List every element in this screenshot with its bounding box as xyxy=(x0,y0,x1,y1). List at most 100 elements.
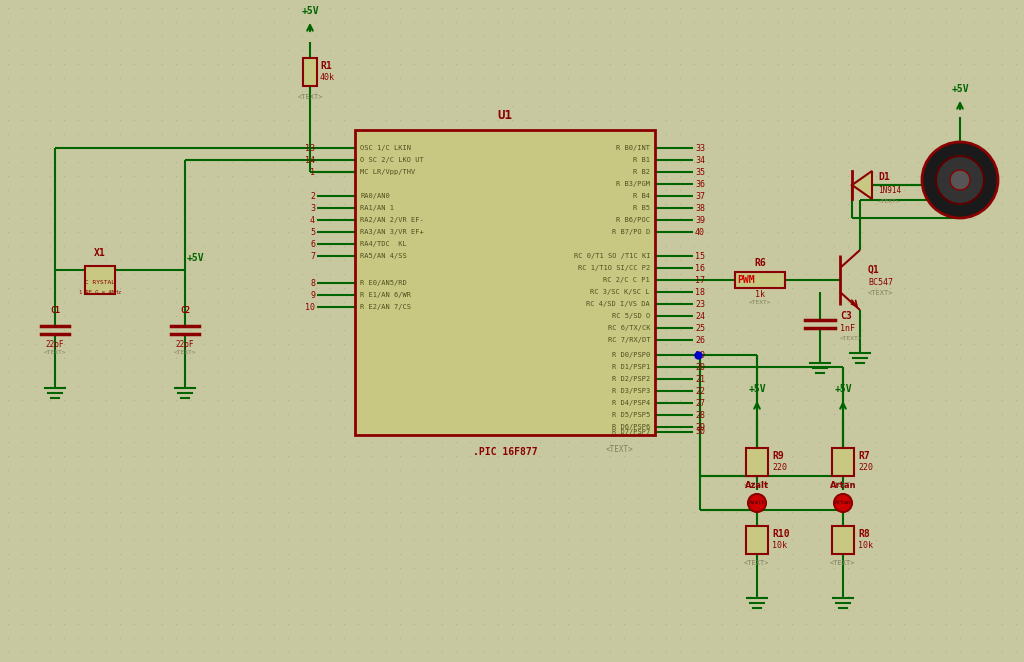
Text: 38: 38 xyxy=(695,203,705,213)
Text: 1 RE G = 4MHz: 1 RE G = 4MHz xyxy=(79,289,121,295)
Text: C1: C1 xyxy=(50,306,60,315)
Text: 1: 1 xyxy=(310,167,315,177)
Text: R D5/PSP5: R D5/PSP5 xyxy=(611,412,650,418)
Bar xyxy=(831,526,854,554)
Text: R B1: R B1 xyxy=(633,157,650,163)
Text: 220: 220 xyxy=(858,463,873,473)
Text: 24: 24 xyxy=(695,312,705,320)
Text: R B5: R B5 xyxy=(633,205,650,211)
Text: 8: 8 xyxy=(310,279,315,287)
Text: 28: 28 xyxy=(695,410,705,420)
Text: <TEXT>: <TEXT> xyxy=(749,300,771,305)
Text: 3: 3 xyxy=(310,203,315,213)
Text: R B7/PO D: R B7/PO D xyxy=(611,229,650,235)
Text: 2: 2 xyxy=(310,191,315,201)
Bar xyxy=(303,58,317,86)
Text: <TEXT>: <TEXT> xyxy=(878,199,900,203)
Text: 21: 21 xyxy=(695,375,705,383)
Text: R D3/PSP3: R D3/PSP3 xyxy=(611,388,650,394)
Text: R D7/PSP7: R D7/PSP7 xyxy=(611,429,650,435)
Text: 1k: 1k xyxy=(755,290,765,299)
Text: R D1/PSP1: R D1/PSP1 xyxy=(611,364,650,370)
Text: R6: R6 xyxy=(754,258,766,268)
Text: +5V: +5V xyxy=(951,84,969,94)
Text: 17: 17 xyxy=(695,275,705,285)
Text: 39: 39 xyxy=(695,216,705,224)
Bar xyxy=(85,266,115,294)
Text: RC 4/SD I/VS DA: RC 4/SD I/VS DA xyxy=(587,301,650,307)
Bar xyxy=(746,526,768,554)
Text: R9: R9 xyxy=(772,451,783,461)
Text: D1: D1 xyxy=(878,172,890,182)
Text: R8: R8 xyxy=(858,529,869,539)
Text: 25: 25 xyxy=(695,324,705,332)
Text: RC 7/RX/DT: RC 7/RX/DT xyxy=(607,337,650,343)
Text: Azalt: Azalt xyxy=(744,481,769,490)
Text: 1nF: 1nF xyxy=(840,324,855,332)
Circle shape xyxy=(834,494,852,512)
Text: C2: C2 xyxy=(180,306,190,315)
Text: 30: 30 xyxy=(695,428,705,436)
Text: 35: 35 xyxy=(695,167,705,177)
Text: R B6/POC: R B6/POC xyxy=(616,217,650,223)
Text: .PIC 16F877: .PIC 16F877 xyxy=(473,447,538,457)
Text: RA2/AN 2/VR EF-: RA2/AN 2/VR EF- xyxy=(360,217,424,223)
Text: 220: 220 xyxy=(772,463,787,473)
Text: R B3/PGM: R B3/PGM xyxy=(616,181,650,187)
Text: RC 1/T1O SI/CC P2: RC 1/T1O SI/CC P2 xyxy=(578,265,650,271)
Text: 15: 15 xyxy=(695,252,705,261)
Text: R B0/INT: R B0/INT xyxy=(616,145,650,151)
Text: RC 2/C C P1: RC 2/C C P1 xyxy=(603,277,650,283)
Text: RA5/AN 4/SS: RA5/AN 4/SS xyxy=(360,253,407,259)
Text: 19: 19 xyxy=(695,350,705,359)
Text: RC 5/SD O: RC 5/SD O xyxy=(611,313,650,319)
Circle shape xyxy=(936,156,984,204)
Text: 33: 33 xyxy=(695,144,705,152)
Text: 20: 20 xyxy=(695,363,705,371)
Text: R D2/PSP2: R D2/PSP2 xyxy=(611,376,650,382)
Text: 16: 16 xyxy=(695,263,705,273)
Text: RA4/TDC  KL: RA4/TDC KL xyxy=(360,241,407,247)
Text: 27: 27 xyxy=(695,399,705,408)
Bar xyxy=(355,130,655,435)
Text: Azalt: Azalt xyxy=(749,500,765,506)
Text: 22: 22 xyxy=(695,387,705,395)
Text: R E1/AN 6/WR: R E1/AN 6/WR xyxy=(360,292,411,298)
Text: +5V: +5V xyxy=(186,253,204,263)
Text: <TEXT>: <TEXT> xyxy=(868,290,894,296)
Text: RA0/AN0: RA0/AN0 xyxy=(360,193,390,199)
Text: R B4: R B4 xyxy=(633,193,650,199)
Text: 18: 18 xyxy=(695,287,705,297)
Text: R E0/AN5/RD: R E0/AN5/RD xyxy=(360,280,407,286)
Bar xyxy=(746,448,768,476)
Text: 6: 6 xyxy=(310,240,315,248)
Text: <TEXT>: <TEXT> xyxy=(174,350,197,355)
Text: BC547: BC547 xyxy=(868,277,893,287)
Text: RA1/AN 1: RA1/AN 1 xyxy=(360,205,394,211)
Polygon shape xyxy=(852,171,872,199)
Text: 37: 37 xyxy=(695,191,705,201)
Text: 23: 23 xyxy=(695,299,705,308)
Text: <TEXT>: <TEXT> xyxy=(830,482,856,488)
Text: R1: R1 xyxy=(321,61,332,71)
Text: R D4/PSP4: R D4/PSP4 xyxy=(611,400,650,406)
Text: X1: X1 xyxy=(94,248,105,258)
Text: 22pF: 22pF xyxy=(176,340,195,349)
Text: R10: R10 xyxy=(772,529,790,539)
Text: O SC 2/C LKO UT: O SC 2/C LKO UT xyxy=(360,157,424,163)
Text: <TEXT>: <TEXT> xyxy=(830,560,856,566)
Text: 26: 26 xyxy=(695,336,705,344)
Text: 40k: 40k xyxy=(321,73,335,81)
Text: <TEXT>: <TEXT> xyxy=(840,336,862,340)
Text: RA3/AN 3/VR EF+: RA3/AN 3/VR EF+ xyxy=(360,229,424,235)
Circle shape xyxy=(950,170,970,190)
Text: 5: 5 xyxy=(310,228,315,236)
Text: <TEXT>: <TEXT> xyxy=(44,350,67,355)
Text: <TEXT>: <TEXT> xyxy=(606,446,634,455)
Bar xyxy=(735,272,785,288)
Text: RC 0/T1 SO /T1C KI: RC 0/T1 SO /T1C KI xyxy=(573,253,650,259)
Text: +5V: +5V xyxy=(835,384,852,394)
Text: 40: 40 xyxy=(695,228,705,236)
Text: R7: R7 xyxy=(858,451,869,461)
Text: <TEXT>: <TEXT> xyxy=(744,482,770,488)
